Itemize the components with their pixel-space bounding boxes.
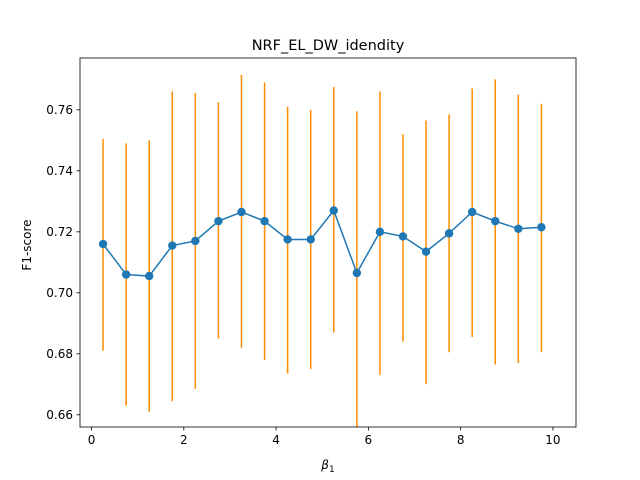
y-tick-label: 0.74: [46, 164, 73, 178]
data-point: [260, 216, 269, 226]
data-point: [444, 229, 454, 238]
data-point: [514, 224, 523, 233]
data-point: [491, 216, 500, 226]
x-tick-label: 2: [180, 433, 188, 447]
data-point: [145, 271, 154, 281]
x-tick-label: 0: [88, 433, 96, 447]
x-axis-label: β1: [320, 458, 334, 475]
data-point: [352, 268, 362, 278]
x-tick-label: 6: [365, 433, 373, 447]
y-tick-label: 0.72: [46, 225, 73, 239]
data-point: [121, 270, 131, 279]
data-point: [168, 241, 177, 250]
x-tick-label: 10: [545, 433, 560, 447]
data-point: [398, 232, 408, 241]
axes: 0 2 4 6 8 10 0.66 0.68 0.70 0.72 0.74 0.76: [46, 57, 577, 447]
x-axis-label-subscript: 1: [329, 465, 335, 475]
x-tick-label: 8: [457, 433, 465, 447]
x-tick-label: 4: [272, 433, 280, 447]
y-tick-label: 0.66: [46, 408, 73, 422]
y-tick-label: 0.70: [46, 286, 73, 300]
data-point: [306, 235, 315, 244]
data-point: [537, 223, 546, 232]
data-point: [214, 216, 223, 226]
y-tick-label: 0.68: [46, 347, 73, 361]
data-point: [237, 207, 246, 217]
data-point: [191, 236, 200, 246]
data-point: [283, 235, 292, 244]
data-point: [375, 227, 385, 237]
data-point: [329, 206, 338, 215]
axes-frame: [79, 57, 577, 428]
y-axis-label: F1-score: [20, 219, 34, 270]
data-point: [467, 207, 477, 217]
data-point: [98, 239, 108, 249]
y-tick-label: 0.76: [46, 103, 73, 117]
data-point: [421, 247, 431, 256]
chart-title: NRF_EL_DW_idendity: [252, 38, 405, 54]
data-points: [98, 206, 546, 281]
